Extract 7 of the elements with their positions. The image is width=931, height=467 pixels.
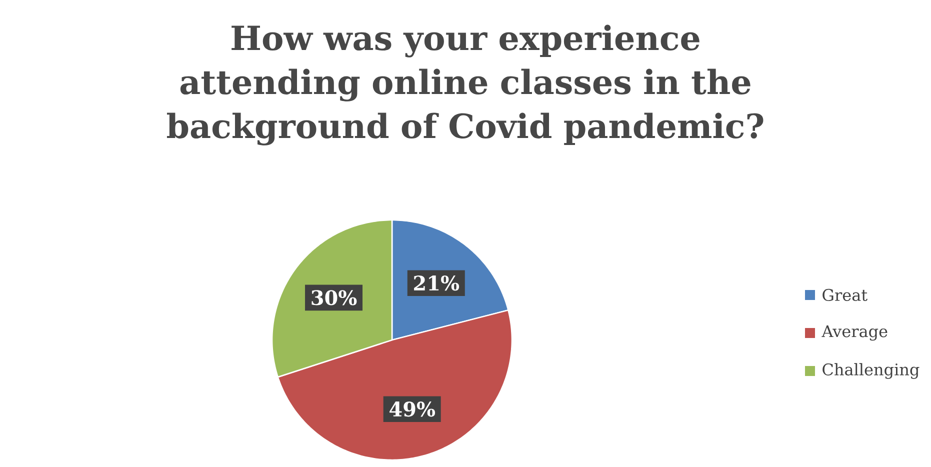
legend-label: Average — [822, 325, 888, 341]
data-label: 49% — [389, 402, 436, 417]
data-label: 21% — [414, 276, 460, 291]
legend-label: Great — [822, 288, 868, 302]
data-label: 30% — [312, 290, 357, 306]
chart-title: How was your experience attending online classes in the background of Covid pandemic? — [166, 24, 764, 146]
legend-label: Challenging — [822, 363, 920, 379]
